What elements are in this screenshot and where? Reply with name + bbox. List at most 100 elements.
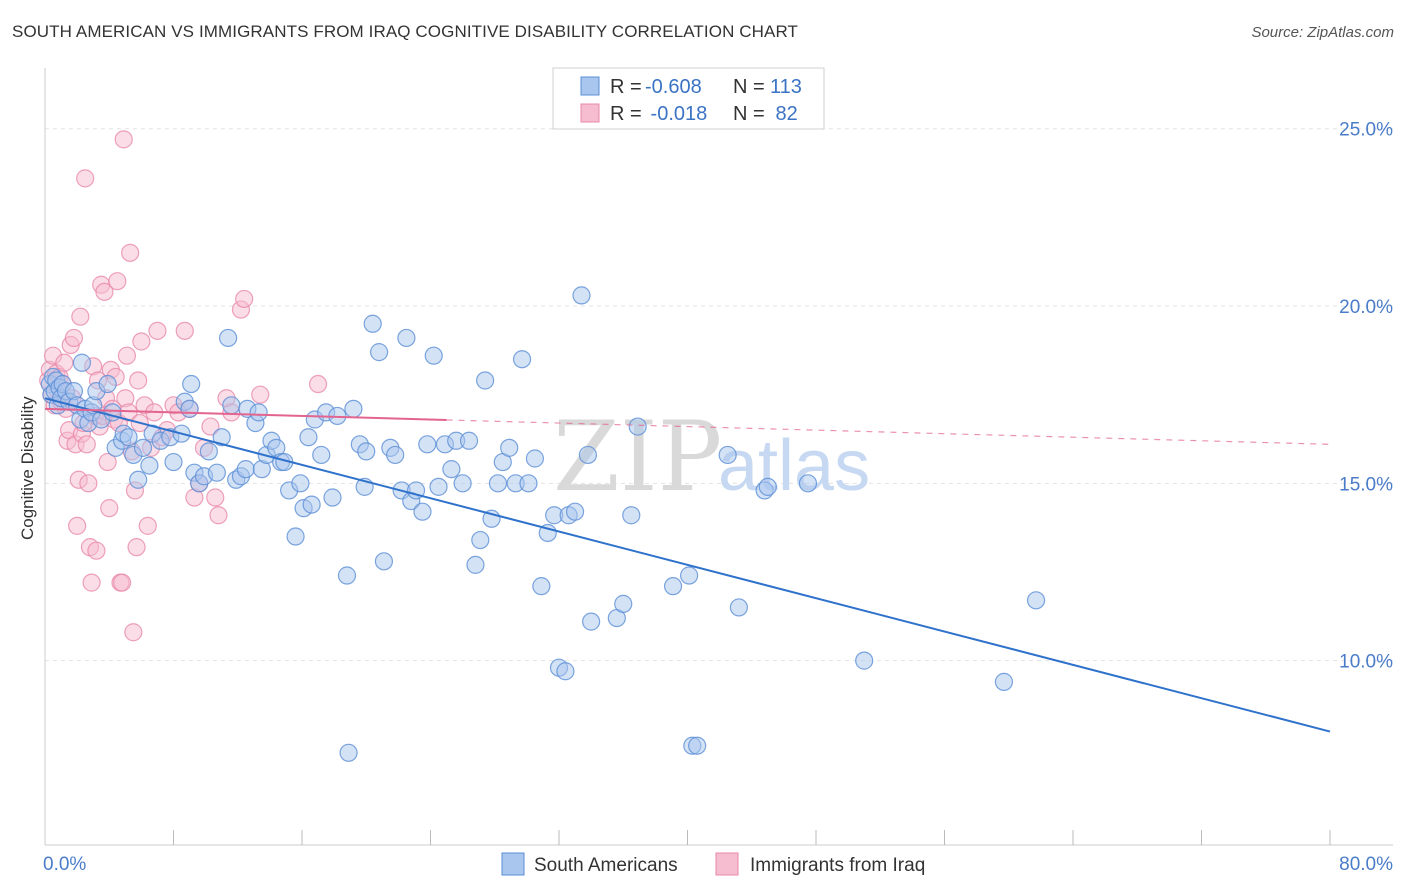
south-american-point [525, 449, 545, 468]
south-american-point [129, 470, 148, 489]
iraq-point [308, 374, 328, 394]
south-american-point [312, 445, 331, 465]
south-american-point [344, 399, 363, 418]
south-american-point [424, 346, 443, 365]
watermark: ZIP atlas [553, 401, 870, 513]
south-american-point [556, 662, 575, 681]
source-label: Source: ZipAtlas.com [1251, 24, 1394, 41]
legend-n-label-pink: N = [733, 103, 765, 125]
south-american-point [488, 474, 508, 493]
x-tick-label: 0.0% [43, 854, 86, 875]
iraq-point [148, 321, 167, 340]
south-american-point [199, 442, 218, 461]
bottom-legend: South Americans Immigrants from Iraq [501, 852, 925, 876]
south-american-point [429, 477, 448, 496]
y-tick-labels: 10.0% 15.0% 20.0% 25.0% [1339, 120, 1393, 673]
south-american-point [302, 495, 321, 514]
bottom-legend-swatch-blue [501, 852, 525, 876]
south-american-point [512, 350, 532, 369]
south-american-point [291, 474, 310, 493]
south-american-point [236, 460, 255, 479]
x-tick-labels: 0.0% 80.0% [43, 854, 1393, 875]
south-american-point [622, 506, 641, 525]
south-american-point [994, 672, 1014, 691]
iraq-point [206, 488, 225, 507]
south-american-point [688, 736, 707, 755]
iraq-point [132, 332, 151, 351]
south-american-point [476, 371, 495, 390]
south-american-point [133, 438, 153, 457]
south-american-point [729, 598, 749, 617]
y-tick-label: 15.0% [1339, 474, 1393, 495]
iraq-point [68, 516, 87, 535]
trend-lines [44, 397, 1331, 733]
legend-n-label-blue: N = [733, 76, 765, 98]
south-american-point [418, 435, 437, 454]
south-american-point [140, 456, 159, 475]
south-american-point [442, 460, 461, 479]
south-american-point [72, 353, 92, 372]
iraq-point [71, 307, 90, 326]
south-american-point [98, 374, 117, 394]
south-american-point [1026, 591, 1046, 610]
y-tick-label: 25.0% [1339, 120, 1393, 141]
iraq-point [87, 541, 106, 560]
x-tick-label: 80.0% [1339, 854, 1393, 875]
iraq-point [117, 346, 137, 365]
iraq-point [55, 353, 74, 372]
south-american-point [386, 445, 405, 465]
iraq-point [79, 474, 98, 493]
legend: R = -0.608 N = 113 R = -0.018 N = 82 [552, 67, 825, 130]
legend-r-label-blue: R = [610, 76, 642, 98]
iraq-point [251, 385, 270, 404]
legend-swatch-pink [580, 103, 600, 123]
south-american-point [363, 314, 382, 333]
south-american-point [663, 577, 683, 596]
legend-n-value-pink: 82 [770, 103, 798, 125]
south-american-point [323, 488, 342, 507]
grid-lines [45, 128, 1393, 662]
south-american-point [578, 445, 598, 465]
south-american-point [628, 417, 647, 436]
south-american-point [582, 612, 601, 631]
south-american-point [614, 594, 633, 613]
bottom-legend-label-blue: South Americans [534, 855, 678, 876]
south-american-point [164, 452, 183, 472]
legend-r-value-blue: -0.608 [645, 76, 702, 98]
south-american-point [182, 374, 201, 394]
y-axis-label: Cognitive Disability [18, 396, 37, 540]
south-american-point [222, 396, 241, 415]
trend-line-south-american [44, 397, 1331, 733]
trend-line-iraq [44, 407, 447, 421]
iraq-point [127, 538, 146, 557]
legend-swatch-blue [580, 76, 600, 96]
iraq-point [77, 435, 96, 454]
south-american-point [532, 577, 551, 596]
south-american-point [413, 502, 432, 521]
bottom-legend-swatch-pink [715, 852, 739, 876]
bottom-legend-label-pink: Immigrants from Iraq [750, 855, 925, 876]
south-american-point [286, 527, 305, 546]
iraq-point [201, 417, 220, 436]
south-american-point [299, 428, 318, 447]
iraq-point [100, 499, 119, 518]
iraq-point [209, 506, 228, 525]
south-american-point [453, 474, 472, 493]
iraq-point [76, 169, 95, 188]
south-american-point [207, 463, 226, 482]
south-american-point [519, 474, 538, 493]
south-american-point [212, 428, 231, 447]
iraq-point [64, 328, 84, 348]
south-american-point [374, 552, 394, 571]
y-tick-label: 20.0% [1339, 297, 1393, 318]
south-american-point [466, 555, 485, 574]
iraq-point [108, 272, 127, 291]
iraq-point [124, 623, 143, 642]
iraq-point [112, 573, 132, 592]
iraq-point [175, 321, 194, 340]
south-american-point [103, 403, 122, 422]
iraq-point [95, 282, 114, 301]
south-american-point [459, 431, 479, 450]
south-american-point [249, 403, 268, 422]
